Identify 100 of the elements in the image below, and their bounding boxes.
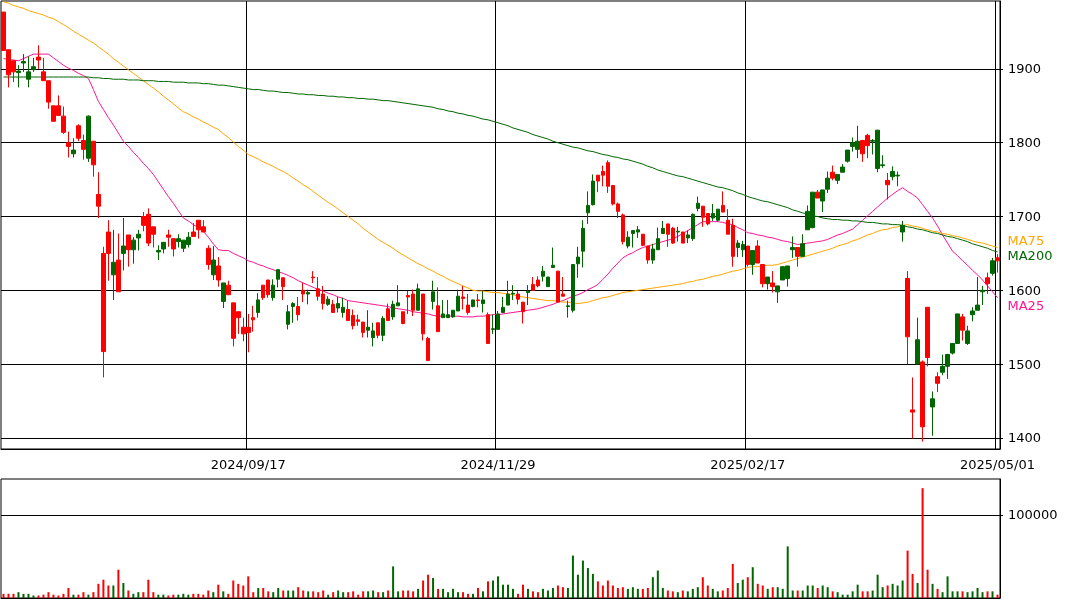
candlestick — [256, 292, 260, 319]
bar — [372, 590, 375, 598]
bar — [117, 569, 120, 598]
candlestick — [431, 280, 435, 311]
bar — [941, 592, 944, 598]
candlestick — [920, 359, 925, 443]
bar — [317, 592, 320, 598]
candlestick — [800, 233, 805, 257]
bar — [367, 591, 370, 598]
bar — [272, 592, 275, 598]
bar — [796, 590, 799, 598]
bar — [332, 592, 335, 598]
bar — [986, 591, 989, 598]
bar — [457, 592, 460, 598]
bar — [636, 588, 639, 598]
bar — [397, 591, 400, 598]
bar — [97, 583, 100, 598]
bar — [966, 592, 969, 598]
candlestick — [815, 189, 820, 199]
bar — [227, 593, 230, 598]
candlestick — [86, 114, 91, 163]
bar — [551, 588, 554, 598]
bar — [287, 590, 290, 598]
bar — [92, 592, 95, 598]
candlestick — [111, 229, 116, 301]
candlestick — [401, 311, 405, 325]
bar — [352, 591, 355, 598]
bar — [836, 592, 839, 598]
candlestick — [191, 222, 196, 237]
bar — [412, 591, 415, 598]
bar — [946, 576, 949, 598]
candlestick — [466, 293, 470, 316]
bar — [921, 488, 924, 598]
bar — [661, 588, 664, 598]
bar — [731, 563, 734, 598]
bar — [756, 583, 759, 598]
bar — [7, 593, 10, 598]
bar — [571, 555, 574, 598]
bar — [751, 567, 754, 598]
bar — [432, 578, 435, 598]
bar — [536, 592, 539, 598]
candlestick — [381, 315, 385, 342]
candlestick — [221, 282, 226, 309]
bar — [217, 584, 220, 598]
bar — [67, 588, 70, 598]
candlestick — [116, 232, 121, 293]
bar — [691, 588, 694, 598]
bar — [826, 587, 829, 598]
bar — [766, 588, 769, 598]
candlestick — [206, 244, 211, 271]
bar — [901, 580, 904, 598]
candlestick — [331, 299, 335, 313]
candlestick — [81, 134, 86, 161]
bar — [462, 592, 465, 598]
bar — [761, 585, 764, 598]
candlestick — [301, 282, 305, 303]
bar — [556, 585, 559, 598]
candlestick — [905, 270, 910, 365]
candlestick — [76, 123, 81, 142]
candlestick — [696, 196, 700, 212]
x-tick-label: 2025/05/01 — [960, 457, 1035, 472]
candlestick — [790, 235, 795, 259]
candlestick — [226, 280, 231, 296]
bar — [741, 579, 744, 598]
candlestick — [481, 290, 485, 313]
candlestick — [211, 245, 216, 281]
bar — [407, 590, 410, 598]
bar — [337, 590, 340, 598]
bar — [392, 566, 395, 598]
candlestick — [990, 257, 995, 277]
bar — [871, 590, 874, 598]
bar — [611, 585, 614, 598]
candlestick — [795, 247, 800, 268]
candlestick — [746, 245, 750, 268]
bar — [472, 593, 475, 598]
candlestick — [131, 236, 136, 265]
bar — [696, 587, 699, 598]
bar — [976, 588, 979, 598]
candlestick — [586, 190, 590, 225]
bar — [487, 581, 490, 598]
bar — [347, 592, 350, 598]
candlestick — [31, 57, 36, 73]
bar — [82, 592, 85, 598]
candlestick — [21, 53, 26, 73]
candlestick — [471, 299, 475, 308]
candlestick — [461, 285, 465, 311]
candlestick — [750, 249, 755, 276]
candlestick — [516, 290, 520, 305]
bar — [806, 585, 809, 598]
candlestick — [286, 304, 290, 330]
bar — [956, 591, 959, 598]
bar — [497, 576, 499, 598]
bar — [47, 592, 50, 598]
series-label: MA200 — [1007, 248, 1053, 264]
x-tick-label: 2024/11/29 — [460, 457, 536, 472]
y-tick-label: 1600 — [1008, 282, 1042, 298]
bar — [541, 588, 544, 598]
candlestick — [775, 285, 780, 304]
bar — [686, 591, 689, 598]
bar — [606, 580, 609, 598]
